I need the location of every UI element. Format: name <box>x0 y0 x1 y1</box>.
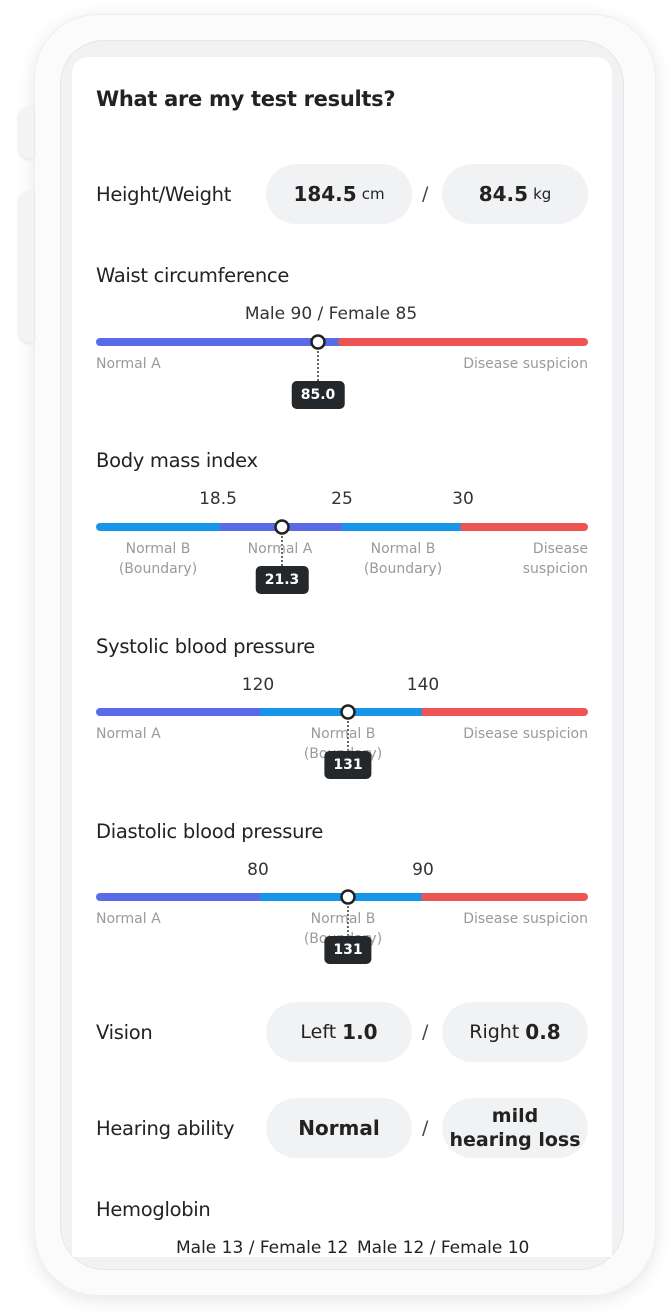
diastolic-title: Diastolic blood pressure <box>96 820 324 843</box>
systolic-left-label: Normal A <box>96 726 161 742</box>
height-unit: cm <box>361 185 385 203</box>
diastolic-left-label: Normal A <box>96 911 161 927</box>
hearing-right-line1: mild <box>491 1105 539 1127</box>
diastolic-marker <box>340 889 356 905</box>
vision-separator: / <box>422 1021 429 1043</box>
waist-threshold-tick: Male 90 / Female 85 <box>244 304 418 324</box>
diastolic-right-label: Disease suspicion <box>463 911 588 927</box>
height-weight-label: Height/Weight <box>96 183 232 206</box>
vision-left-prefix: Left <box>300 1021 337 1043</box>
bmi-gauge <box>96 519 588 566</box>
waist-left-label: Normal A <box>96 356 161 372</box>
hearing-left-pill: Normal <box>266 1098 412 1158</box>
phone-side-button-bottom <box>20 192 34 342</box>
waist-marker <box>310 334 326 350</box>
hemoglobin-tick-1: Male 13 / Female 12 <box>176 1238 349 1257</box>
waist-gauge <box>96 334 588 381</box>
diastolic-tick-1: 80 <box>247 860 269 880</box>
page-title: What are my test results? <box>96 87 396 111</box>
diastolic-value-tooltip: 131 <box>324 936 372 964</box>
waist-title: Waist circumference <box>96 264 290 287</box>
bmi-seg3-label: Normal B (Boundary) <box>363 541 443 577</box>
bmi-value-tooltip: 21.3 <box>255 566 309 594</box>
hemoglobin-title: Hemoglobin <box>96 1198 211 1221</box>
bmi-tick-1: 18.5 <box>199 489 237 509</box>
vision-right-pill: Right 0.8 <box>442 1002 588 1062</box>
vision-right-value: 0.8 <box>525 1020 561 1044</box>
height-value: 184.5 <box>293 182 357 206</box>
bmi-seg1-label: Normal B (Boundary) <box>118 541 198 577</box>
vision-right-prefix: Right <box>469 1021 520 1043</box>
vision-left-pill: Left 1.0 <box>266 1002 412 1062</box>
weight-pill: 84.5 kg <box>442 164 588 224</box>
height-pill: 184.5 cm <box>266 164 412 224</box>
hearing-left-value: Normal <box>298 1116 380 1140</box>
vision-label: Vision <box>96 1021 153 1044</box>
hemoglobin-tick-2: Male 12 / Female 10 <box>357 1238 530 1257</box>
hearing-right-line2: hearing loss <box>449 1129 581 1151</box>
bmi-marker <box>274 519 290 535</box>
diastolic-gauge <box>96 889 588 936</box>
systolic-tick-2: 140 <box>406 675 440 695</box>
weight-unit: kg <box>533 185 552 203</box>
systolic-marker <box>340 704 356 720</box>
vision-left-value: 1.0 <box>342 1020 378 1044</box>
hearing-right-pill: mild hearing loss <box>442 1098 588 1158</box>
hearing-label: Hearing ability <box>96 1117 235 1140</box>
waist-right-label: Disease suspicion <box>463 356 588 372</box>
systolic-right-label: Disease suspicion <box>463 726 588 742</box>
height-weight-separator: / <box>422 183 429 205</box>
waist-value-tooltip: 85.0 <box>291 381 345 409</box>
bmi-title: Body mass index <box>96 449 258 472</box>
hearing-separator: / <box>422 1117 429 1139</box>
diastolic-tick-2: 90 <box>412 860 434 880</box>
bmi-tick-2: 25 <box>331 489 353 509</box>
systolic-tick-1: 120 <box>241 675 275 695</box>
bmi-tick-3: 30 <box>452 489 474 509</box>
bmi-seg4-label: Disease suspicion <box>522 541 588 577</box>
bmi-seg2-label: Normal A <box>247 541 313 557</box>
results-screen: What are my test results? Height/Weight … <box>72 57 612 1257</box>
systolic-title: Systolic blood pressure <box>96 635 315 658</box>
phone-side-button-top <box>20 108 34 158</box>
systolic-value-tooltip: 131 <box>324 751 372 779</box>
weight-value: 84.5 <box>478 182 529 206</box>
systolic-gauge <box>96 704 588 751</box>
